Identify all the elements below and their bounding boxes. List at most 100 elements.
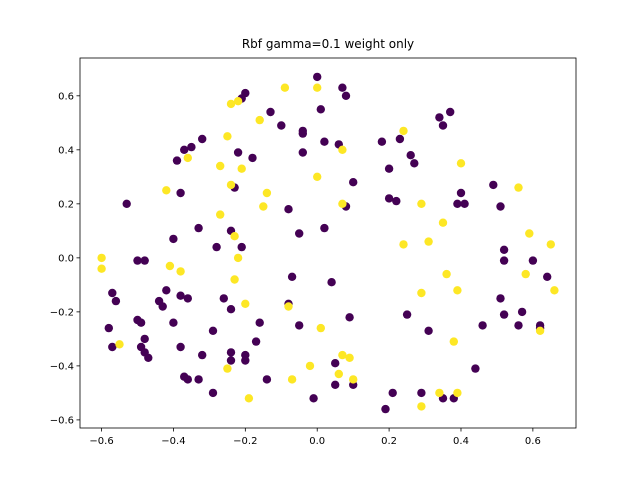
data-point-class-1 [237,164,246,173]
data-point-class-1 [417,288,426,298]
data-point-class-0 [471,364,480,373]
data-point-class-1 [435,388,444,398]
data-point-class-0 [194,375,203,384]
plot-frame [79,57,577,429]
y-tick-label: 0.0 [58,253,74,264]
data-point-class-1 [244,394,254,403]
data-point-class-0 [287,272,297,281]
data-point-class-0 [446,107,455,117]
data-point-class-0 [496,294,505,303]
data-point-class-0 [528,256,538,265]
data-point-class-0 [158,302,167,311]
data-point-class-0 [517,307,527,317]
y-tick-label: 0.2 [58,199,74,210]
data-point-class-0 [341,91,351,101]
data-point-class-0 [410,159,419,168]
data-point-class-1 [255,115,264,125]
data-point-class-0 [295,321,304,330]
data-point-class-1 [338,145,347,154]
data-point-class-0 [183,375,192,384]
data-point-class-0 [377,137,387,146]
data-point-class-1 [223,132,232,141]
data-point-class-0 [460,199,469,208]
data-point-class-0 [277,121,286,130]
data-point-class-1 [115,340,124,349]
data-point-class-0 [136,318,146,327]
y-tick-label: −0.6 [50,415,74,426]
data-point-class-0 [392,196,401,206]
data-point-class-0 [140,256,149,265]
data-point-class-0 [233,148,243,157]
data-point-class-1 [280,83,290,92]
data-point-class-1 [305,361,315,371]
data-point-class-0 [456,188,466,198]
data-point-class-0 [162,286,171,295]
data-point-class-0 [384,194,394,203]
data-point-class-0 [144,353,153,362]
data-point-class-0 [417,388,426,398]
data-point-class-0 [183,294,192,303]
data-point-class-0 [180,145,189,154]
data-point-class-0 [169,234,178,244]
data-point-class-0 [108,288,117,298]
y-tick-label: 0.6 [58,91,74,102]
data-point-class-0 [402,310,412,319]
points-layer [97,72,559,414]
data-point-class-0 [435,113,444,122]
data-point-class-1 [216,161,225,171]
data-point-class-0 [219,294,228,303]
data-point-class-0 [111,296,121,306]
data-point-class-0 [499,256,509,265]
data-point-class-0 [338,83,347,92]
data-point-class-1 [345,353,354,362]
data-point-class-0 [313,72,322,82]
data-point-class-0 [320,223,329,233]
data-point-class-0 [331,359,340,368]
data-point-class-0 [194,223,203,233]
data-point-class-0 [284,205,293,214]
data-point-class-0 [251,337,261,346]
data-point-class-1 [176,267,185,276]
x-tick-label: 0.4 [453,436,469,447]
data-point-class-1 [449,337,458,346]
data-point-class-1 [233,253,243,263]
y-axis: −0.6 −0.4 −0.2 0.0 0.2 0.4 0.6 [50,91,80,426]
data-point-class-1 [338,199,347,208]
data-point-class-0 [237,242,246,252]
data-point-class-0 [298,148,307,157]
data-point-class-0 [133,256,142,265]
data-point-class-1 [424,237,433,246]
data-point-class-1 [438,218,448,227]
data-point-class-1 [514,183,523,192]
data-point-class-1 [259,202,268,211]
data-point-class-0 [176,188,185,198]
data-point-class-0 [198,134,207,144]
data-point-class-1 [349,375,358,384]
data-point-class-0 [384,164,394,173]
data-point-class-0 [496,202,505,211]
data-point-class-1 [453,388,462,398]
data-point-class-0 [349,178,358,187]
data-point-class-1 [230,275,239,284]
data-point-class-0 [331,380,340,389]
data-point-class-0 [262,375,272,384]
data-point-class-1 [162,186,171,195]
data-point-class-1 [226,99,236,109]
data-point-class-0 [104,323,114,333]
data-point-class-1 [183,153,192,163]
data-point-class-0 [514,321,523,330]
data-point-class-0 [316,105,325,114]
data-point-class-0 [298,129,307,138]
data-point-class-0 [320,137,329,146]
data-point-class-1 [399,126,408,136]
data-point-class-1 [521,269,530,279]
data-point-class-0 [176,291,185,300]
data-point-class-1 [262,188,272,198]
data-point-class-1 [241,299,250,308]
x-tick-label: 0.0 [309,436,325,447]
data-point-class-1 [535,326,545,335]
x-axis: −0.6 −0.4 −0.2 0.0 0.2 0.4 0.6 [89,428,541,447]
data-point-class-0 [543,272,552,281]
data-point-class-0 [499,245,509,254]
